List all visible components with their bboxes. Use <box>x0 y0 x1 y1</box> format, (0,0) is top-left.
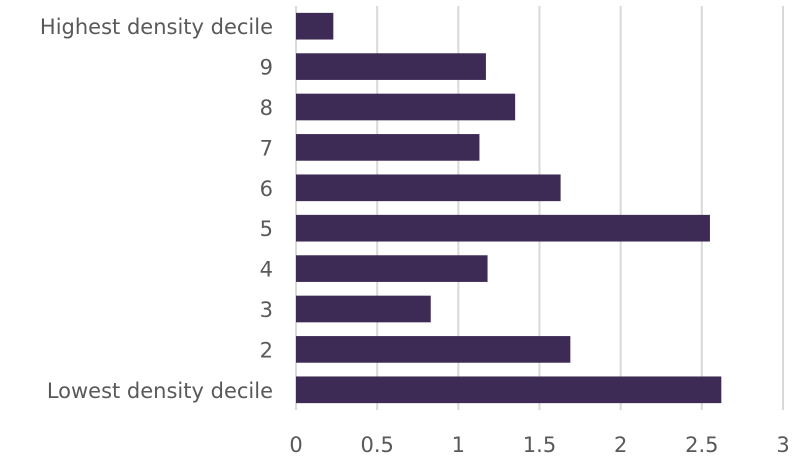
x-tick-label: 1 <box>452 433 465 457</box>
bar <box>296 174 561 202</box>
category-label: Highest density decile <box>40 15 273 39</box>
category-label: 9 <box>260 56 273 80</box>
bar <box>296 214 710 242</box>
category-label: 2 <box>260 338 273 362</box>
x-tick-label: 2 <box>614 433 627 457</box>
bar <box>296 53 486 80</box>
bar <box>296 12 334 40</box>
x-tick-label: 2.5 <box>685 433 718 457</box>
bar <box>296 255 488 282</box>
bar <box>296 295 431 323</box>
category-labels: Highest density decile 9 8 7 6 5 4 3 2 Lowest den… <box>40 15 273 403</box>
x-tick-label: 0.5 <box>360 433 393 457</box>
bar <box>296 134 480 161</box>
x-tick-label: 0 <box>289 433 302 457</box>
category-label: 6 <box>260 177 273 201</box>
bar <box>296 336 571 363</box>
bar <box>296 93 516 121</box>
category-label: 8 <box>260 96 273 120</box>
x-tick-label: 1.5 <box>523 433 556 457</box>
bars <box>296 12 722 404</box>
category-label: 3 <box>260 298 273 322</box>
category-label: 7 <box>260 136 273 160</box>
category-label: 4 <box>260 258 273 282</box>
category-label: Lowest density decile <box>47 379 273 403</box>
category-label: 5 <box>260 217 273 241</box>
x-tick-label: 3 <box>776 433 789 457</box>
x-axis-tick-labels: 0 0.5 1 1.5 2 2.5 3 <box>289 433 789 457</box>
bar <box>296 376 722 404</box>
